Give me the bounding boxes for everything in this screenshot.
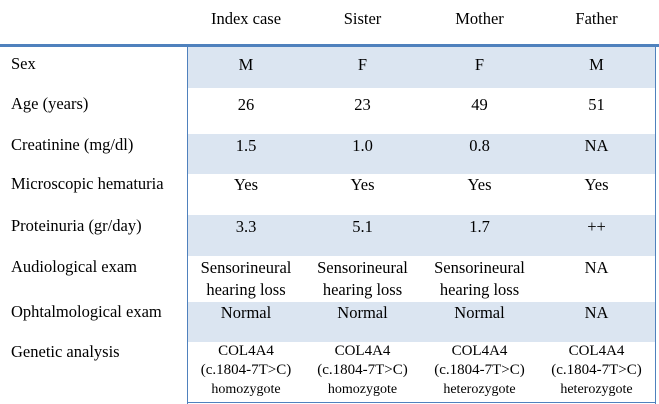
row-label: Creatinine (mg/dl): [11, 135, 134, 154]
cell-line: COL4A4: [568, 343, 625, 359]
table-row-ophtalmological: Ophtalmological exam Normal Normal Norma…: [0, 302, 659, 342]
cell-mother: Yes: [467, 175, 492, 194]
cell-line: heterozygote: [560, 382, 633, 397]
row-label: Ophtalmological exam: [11, 302, 162, 321]
cell-line: hearing loss: [439, 280, 520, 299]
cell-mother: Normal: [454, 303, 505, 322]
row-label: Age (years): [11, 94, 89, 113]
table-row-age: Age (years) 26 23 49 51: [0, 88, 659, 134]
cell-sister: 23: [354, 95, 371, 114]
cell-index-case: 1.5: [235, 136, 257, 155]
cell-father: NA: [584, 303, 609, 322]
cell-line: COL4A4: [218, 343, 274, 359]
cell-line: Sensorineural: [317, 258, 408, 277]
cell-mother: Sensorineural hearing loss: [421, 257, 538, 301]
cell-father: M: [589, 55, 604, 74]
cell-father: NA: [538, 257, 655, 279]
table-bottom-border: [187, 402, 656, 403]
row-label: Audiological exam: [11, 257, 138, 276]
cell-index-case: 3.3: [235, 217, 257, 236]
cell-line: Sensorineural: [200, 258, 292, 277]
row-label: Genetic analysis: [11, 342, 120, 361]
cell-index-case: Yes: [233, 175, 258, 194]
cell-sister: 1.0: [352, 136, 373, 155]
cell-line: homozygote: [211, 382, 281, 397]
cell-line: homozygote: [327, 382, 398, 397]
cell-line: NA: [584, 258, 609, 277]
cell-line: COL4A4: [334, 343, 391, 359]
cell-line: hearing loss: [322, 280, 403, 299]
table-row-hematuria: Microscopic hematuria Yes Yes Yes Yes: [0, 174, 659, 215]
cell-line: COL4A4: [451, 343, 508, 359]
cell-father: COL4A4 (c.1804-7T>C) heterozygote: [538, 342, 655, 399]
cell-sister: F: [357, 55, 368, 74]
row-label: Proteinuria (gr/day): [11, 216, 142, 235]
cell-line: Sensorineural: [434, 258, 525, 277]
cell-line: (c.1804-7T>C): [200, 362, 292, 378]
table-row-sex: Sex M F F M: [0, 47, 659, 88]
cell-father: 51: [588, 95, 605, 114]
header-father: Father: [575, 9, 618, 28]
cell-sister: 5.1: [352, 217, 373, 236]
cell-father: Yes: [584, 175, 609, 194]
cell-index-case: Sensorineural hearing loss: [188, 257, 304, 301]
table-row-genetic: Genetic analysis COL4A4 (c.1804-7T>C) ho…: [0, 342, 659, 404]
cell-line: (c.1804-7T>C): [434, 362, 525, 378]
cell-index-case: COL4A4 (c.1804-7T>C) homozygote: [188, 342, 304, 399]
cell-sister: Yes: [350, 175, 375, 194]
cell-mother: 1.7: [469, 217, 490, 236]
header-sister: Sister: [343, 9, 382, 28]
cell-sister: Sensorineural hearing loss: [304, 257, 421, 301]
cell-sister: Normal: [337, 303, 388, 322]
table-right-border: [655, 47, 656, 404]
cell-mother: COL4A4 (c.1804-7T>C) heterozygote: [421, 342, 538, 399]
cell-father: NA: [584, 136, 609, 155]
table-row-audiological: Audiological exam Sensorineural hearing …: [0, 256, 659, 302]
cell-line: (c.1804-7T>C): [317, 362, 408, 378]
header-index-case: Index case: [210, 9, 282, 28]
row-label: Sex: [11, 54, 36, 73]
table-header: Index case Sister Mother Father: [0, 0, 659, 44]
table-row-creatinine: Creatinine (mg/dl) 1.5 1.0 0.8 NA: [0, 134, 659, 174]
cell-line: (c.1804-7T>C): [551, 362, 642, 378]
cell-index-case: 26: [237, 95, 255, 114]
cell-mother: 0.8: [469, 136, 490, 155]
cell-line: heterozygote: [443, 382, 516, 397]
cell-sister: COL4A4 (c.1804-7T>C) homozygote: [304, 342, 421, 399]
table-row-proteinuria: Proteinuria (gr/day) 3.3 5.1 1.7 ++: [0, 215, 659, 256]
cell-mother: F: [474, 55, 485, 74]
header-divider: [0, 44, 659, 47]
table-left-border: [187, 47, 188, 404]
cell-index-case: M: [238, 55, 254, 74]
cell-index-case: Normal: [220, 303, 272, 322]
cell-father: ++: [587, 217, 606, 236]
row-label: Microscopic hematuria: [11, 174, 164, 193]
cell-mother: 49: [471, 95, 488, 114]
header-mother: Mother: [455, 9, 504, 28]
data-table: Sex M F F M Age (years) 26 23 49 51 Crea…: [0, 47, 659, 404]
cell-line: hearing loss: [206, 280, 286, 299]
